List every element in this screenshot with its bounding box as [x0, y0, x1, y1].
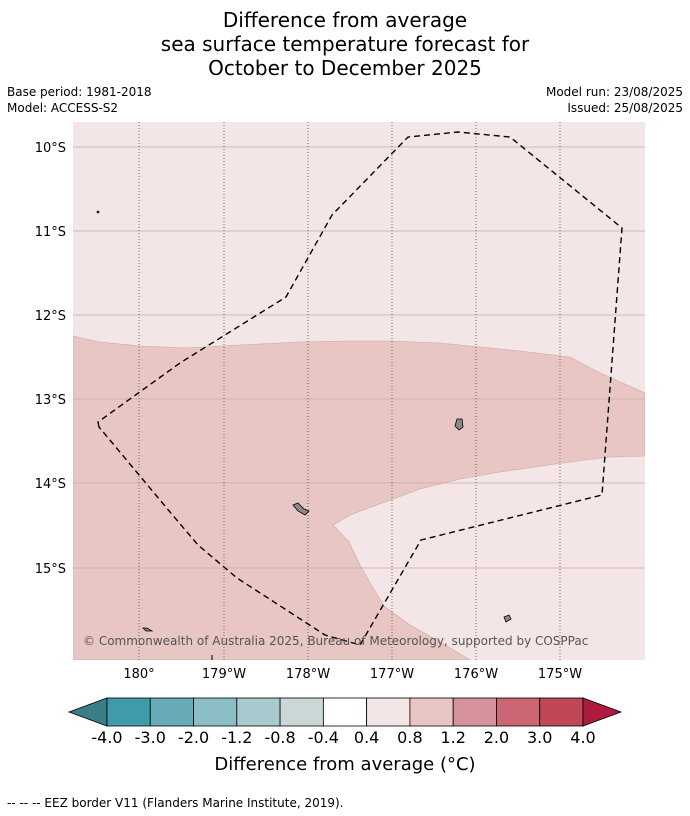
lon-label-2: 178°W [286, 667, 330, 682]
colorbar-segment-1 [149, 697, 194, 727]
colorbar-segment-2 [193, 697, 238, 727]
island-5 [142, 627, 154, 632]
colorbar-segment-6 [366, 697, 411, 727]
colorbar-tick-1: -3.0 [135, 728, 166, 747]
warm-anomaly-region [73, 335, 645, 660]
colorbar-tick-3: -1.2 [221, 728, 252, 747]
map-area: © Commonwealth of Australia 2025, Bureau… [73, 122, 645, 660]
lon-label-5: 175°W [538, 667, 582, 682]
island-3 [503, 614, 512, 623]
colorbar-segment-8 [452, 697, 497, 727]
lon-label-3: 177°W [370, 667, 414, 682]
colorbar-segment-3 [236, 697, 281, 727]
title-line-1: Difference from average [222, 8, 468, 32]
latitude-labels: 10°S 11°S 12°S 13°S 14°S 15°S [35, 141, 66, 577]
colorbar-under-arrow [67, 697, 108, 727]
island-2 [292, 502, 310, 516]
lon-label-4: 176°W [454, 667, 498, 682]
islands [96, 210, 512, 660]
model-name: Model: ACCESS-S2 [7, 101, 119, 115]
colorbar-segment-5 [322, 697, 368, 727]
lon-label-0: 180° [123, 667, 154, 682]
title-line-2: sea surface temperature forecast for [160, 32, 530, 56]
colorbar-segment-9 [496, 697, 541, 727]
lat-label-0: 10°S [35, 141, 66, 156]
title-line-3: October to December 2025 [208, 56, 482, 80]
colorbar-ticks: -4.0 -3.0 -2.0 -1.2 -0.8 -0.4 0.4 0.8 1.2 2.0 3.0 4… [91, 728, 595, 747]
colorbar-segment-0 [106, 697, 151, 727]
base-period: Base period: 1981-2018 [7, 85, 152, 99]
colorbar-segment-7 [409, 697, 454, 727]
colorbar-tick-8: 1.2 [440, 728, 465, 747]
model-run: Model run: 23/08/2025 [545, 85, 683, 99]
colorbar-tick-11: 4.0 [570, 728, 595, 747]
colorbar-tick-5: -0.4 [308, 728, 339, 747]
colorbar-tick-9: 2.0 [484, 728, 509, 747]
colorbar-tick-2: -2.0 [178, 728, 209, 747]
lon-label-1: 179°W [202, 667, 246, 682]
colorbar-title: Difference from average (°C) [214, 754, 476, 775]
island-4 [96, 210, 100, 214]
map-title: Difference from average sea surface temp… [0, 8, 690, 80]
colorbar [67, 697, 623, 727]
lat-label-3: 13°S [35, 393, 66, 408]
island-1 [454, 418, 464, 431]
colorbar-tick-0: -4.0 [91, 728, 122, 747]
lat-label-2: 12°S [35, 309, 66, 324]
lat-label-1: 11°S [35, 225, 66, 240]
issued-date: Issued: 25/08/2025 [567, 101, 683, 115]
eez-border [97, 131, 623, 646]
colorbar-tick-6: 0.4 [354, 728, 379, 747]
lat-label-5: 15°S [35, 562, 66, 577]
footnote-eez: -- -- -- EEZ border V11 (Flanders Marine… [7, 796, 344, 810]
colorbar-tick-7: 0.8 [397, 728, 422, 747]
colorbar-segment-4 [279, 697, 324, 727]
colorbar-over-arrow [582, 697, 623, 727]
colorbar-tick-4: -0.8 [264, 728, 295, 747]
colorbar-segment-10 [539, 697, 584, 727]
meta-right: Model run: 23/08/2025 Issued: 25/08/2025 [546, 84, 683, 116]
lat-label-4: 14°S [35, 477, 66, 492]
colorbar-tick-10: 3.0 [527, 728, 552, 747]
meta-left: Base period: 1981-2018 Model: ACCESS-S2 [7, 84, 152, 116]
longitude-labels: 180° 179°W 178°W 177°W 176°W 175°W [123, 667, 582, 682]
copyright-text: © Commonwealth of Australia 2025, Bureau… [83, 634, 588, 648]
latitude-gridlines [73, 146, 645, 569]
